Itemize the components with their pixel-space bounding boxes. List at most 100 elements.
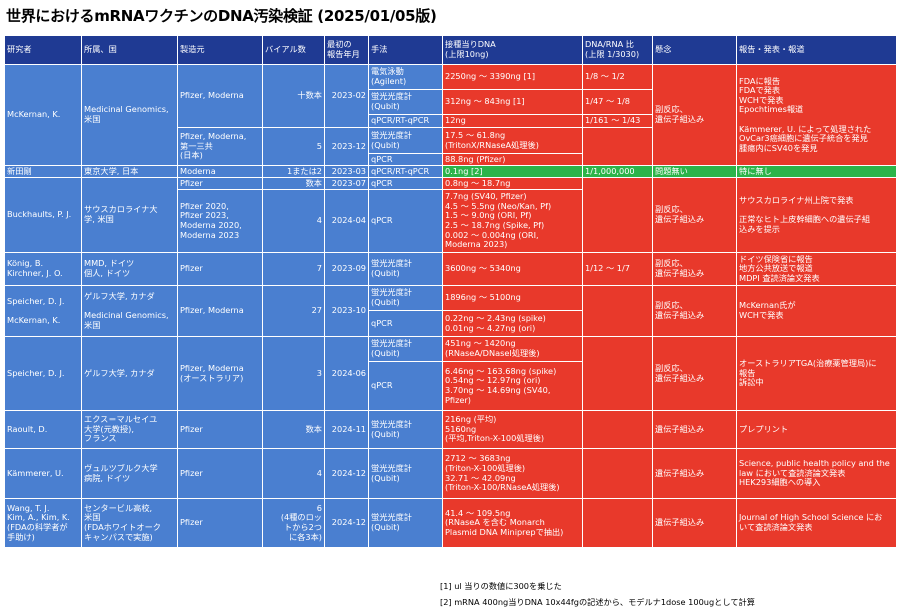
cell-ratio xyxy=(582,448,653,499)
cell-method: qPCR xyxy=(368,189,443,253)
cell-dna-value: 12ng xyxy=(442,114,583,128)
header-row: 研究者 所属、国 製造元 バイアル数 最初の 報告年月 手法 接種当りDNA (… xyxy=(4,35,897,65)
cell-affiliation: ゲルフ大学, カナダ Medicinal Genomics, 米国 xyxy=(81,285,178,337)
cell-concern: 副反応、 遺伝子組込み xyxy=(652,285,737,337)
cell-manufacturer: Pfizer xyxy=(177,177,263,190)
table-row: Raoult, D. エクス＝マルセイユ 大学(元教授), フランス Pfize… xyxy=(4,410,897,449)
cell-researcher: McKernan, K. xyxy=(4,64,82,166)
table-row: Pfizer, Moderna, 第一三共 (日本) 5 2023-12 蛍光光… xyxy=(5,127,897,166)
cell-researcher: 新田剛 xyxy=(4,165,82,178)
cell-manufacturer: Pfizer xyxy=(177,252,263,286)
cell-ratio: 1/47 〜 1/8 xyxy=(582,89,653,115)
cell-ratio: 1/1,000,000 xyxy=(582,165,653,178)
cell-manufacturer: Pfizer xyxy=(177,410,263,449)
cell-report: Science, public health policy and the la… xyxy=(736,448,897,499)
cell-dna-value: 41.4 〜 109.5ng (RNaseA を含む Monarch Plasm… xyxy=(442,498,583,548)
cell-date: 2023-09 xyxy=(324,252,369,286)
cell-date: 2024-06 xyxy=(324,336,369,411)
cell-vials: 5 xyxy=(262,127,325,166)
cell-report: 特に無し xyxy=(736,165,897,178)
cell-method: 蛍光光度計 (Qubit) xyxy=(368,410,443,449)
cell-vials: 1または2 xyxy=(262,165,325,178)
cell-date: 2023-03 xyxy=(324,165,369,178)
cell-vials: 7 xyxy=(262,252,325,286)
cell-dna-value: 7.7ng (SV40, Pfizer) 4.5 〜 5.5ng (Neo/Ka… xyxy=(442,189,583,253)
cell-date: 2024-04 xyxy=(324,189,369,253)
cell-ratio xyxy=(582,498,653,548)
table-row: qPCR/RT-qPCR 12ng 1/161 〜 1/43 xyxy=(5,114,897,128)
table-row: Speicher, D. J. McKernan, K. ゲルフ大学, カナダ … xyxy=(4,285,897,337)
dna-contamination-table: 研究者 所属、国 製造元 バイアル数 最初の 報告年月 手法 接種当りDNA (… xyxy=(4,35,897,548)
cell-affiliation: Medicinal Genomics, 米国 xyxy=(81,64,178,166)
cell-method: qPCR/RT-qPCR xyxy=(368,114,443,128)
cell-concern: 遺伝子組込み xyxy=(652,498,737,548)
cell-vials: 4 xyxy=(262,448,325,499)
cell-manufacturer: Pfizer, Moderna xyxy=(177,285,263,337)
table-row: Speicher, D. J. ゲルフ大学, カナダ Pfizer, Moder… xyxy=(4,336,897,411)
cell-report: FDAに報告 FDAで発表 WCHで発表 Epochtimes報道 Kämmer… xyxy=(736,64,897,166)
cell-dna-value: 6.46ng 〜 163.68ng (spike) 0.54ng 〜 12.97… xyxy=(442,361,583,411)
header-report: 報告・発表・報道 xyxy=(736,35,897,65)
cell-ratio: 1/161 〜 1/43 xyxy=(582,114,653,128)
header-ratio: DNA/RNA 比 (上限 1/3030) xyxy=(582,35,653,65)
cell-vials: 4 xyxy=(262,189,325,253)
cell-researcher: Buckhaults, P. J. xyxy=(4,177,82,253)
header-method: 手法 xyxy=(368,35,443,65)
cell-manufacturer: Pfizer xyxy=(177,498,263,548)
cell-affiliation: ゲルフ大学, カナダ xyxy=(81,336,178,411)
cell-researcher: Wang, T. J. Kim, A., Kim, K. (FDAの科学者が 手… xyxy=(4,498,82,548)
cell-method: 蛍光光度計 (Qubit) xyxy=(368,498,443,548)
cell-dna-value: 2712 〜 3683ng (Triton-X-100処理後) 32.71 〜 … xyxy=(442,448,583,499)
cell-method: 蛍光光度計 (Qubit) xyxy=(368,448,443,499)
cell-affiliation: ヴュルツブルク大学 病院, ドイツ xyxy=(81,448,178,499)
cell-researcher: Raoult, D. xyxy=(4,410,82,449)
header-dna-per-dose: 接種当りDNA (上限10ng) xyxy=(442,35,583,65)
table-row: McKernan, K. Medicinal Genomics, 米国 Pfiz… xyxy=(4,64,897,166)
cell-method: 蛍光光度計 (Qubit) xyxy=(368,89,443,115)
cell-dna-value: 0.1ng [2] xyxy=(442,165,583,178)
cell-dna-value: 2250ng 〜 3390ng [1] xyxy=(442,64,583,90)
cell-concern: 副反応、 遺伝子組込み xyxy=(652,64,737,166)
cell-method: qPCR xyxy=(368,310,443,337)
cell-concern: 副反応、 遺伝子組込み xyxy=(652,252,737,286)
cell-method: 蛍光光度計 (Qubit) xyxy=(368,285,443,311)
cell-report: プレプリント xyxy=(736,410,897,449)
cell-date: 2023-07 xyxy=(324,177,369,190)
header-researcher: 研究者 xyxy=(4,35,82,65)
header-affiliation: 所属、国 xyxy=(81,35,178,65)
cell-dna-value: 17.5 〜 61.8ng (TritonX/RNaseA処理後) xyxy=(442,127,583,154)
header-concern: 懸念 xyxy=(652,35,737,65)
cell-method: 蛍光光度計 (Qubit) xyxy=(368,336,443,362)
cell-affiliation: MMD, ドイツ 個人, ドイツ xyxy=(81,252,178,286)
cell-concern: 副反応、 遺伝子組込み xyxy=(652,177,737,253)
cell-dna-value: 1896ng 〜 5100ng xyxy=(442,285,583,311)
footnote-1: [1] ul 当りの数値に300を乗じた xyxy=(440,581,562,591)
cell-researcher: Speicher, D. J. McKernan, K. xyxy=(4,285,82,337)
cell-method: qPCR xyxy=(368,177,443,190)
header-manufacturer: 製造元 xyxy=(177,35,263,65)
cell-manufacturer: Pfizer, Moderna, 第一三共 (日本) xyxy=(177,127,263,166)
table-row: Buckhaults, P. J. サウスカロライナ大 学, 米国 Pfizer… xyxy=(4,177,897,253)
table-row: König, B. Kirchner, J. O. MMD, ドイツ 個人, ド… xyxy=(4,252,897,286)
cell-concern: 遺伝子組込み xyxy=(652,448,737,499)
cell-report: McKernan氏が WCHで発表 xyxy=(736,285,897,337)
cell-report: サウスカロライナ州上院で発表 正常なヒト上皮幹細胞への遺伝子組 込みを提示 xyxy=(736,177,897,253)
cell-researcher: Speicher, D. J. xyxy=(4,336,82,411)
table-row: Wang, T. J. Kim, A., Kim, K. (FDAの科学者が 手… xyxy=(4,498,897,548)
cell-researcher: König, B. Kirchner, J. O. xyxy=(4,252,82,286)
cell-method: 電気泳動 (Agilent) xyxy=(368,64,443,90)
cell-method: qPCR xyxy=(368,361,443,411)
cell-concern: 遺伝子組込み xyxy=(652,410,737,449)
cell-ratio xyxy=(582,285,653,337)
cell-ratio xyxy=(582,127,653,166)
header-date: 最初の 報告年月 xyxy=(324,35,369,65)
table-row: 蛍光光度計 (Qubit) 312ng 〜 843ng [1] 1/47 〜 1… xyxy=(5,89,897,115)
cell-dna-value: 0.22ng 〜 2.43ng (spike) 0.01ng 〜 4.27ng … xyxy=(442,310,583,337)
cell-method: 蛍光光度計 (Qubit) xyxy=(368,127,443,154)
cell-date: 2023-12 xyxy=(324,127,369,166)
cell-manufacturer: Pfizer, Moderna (オーストラリア) xyxy=(177,336,263,411)
cell-ratio: 1/12 〜 1/7 xyxy=(582,252,653,286)
cell-manufacturer: Pfizer 2020, Pfizer 2023, Moderna 2020, … xyxy=(177,189,263,253)
cell-vials: 数本 xyxy=(262,410,325,449)
cell-ratio xyxy=(582,177,653,253)
